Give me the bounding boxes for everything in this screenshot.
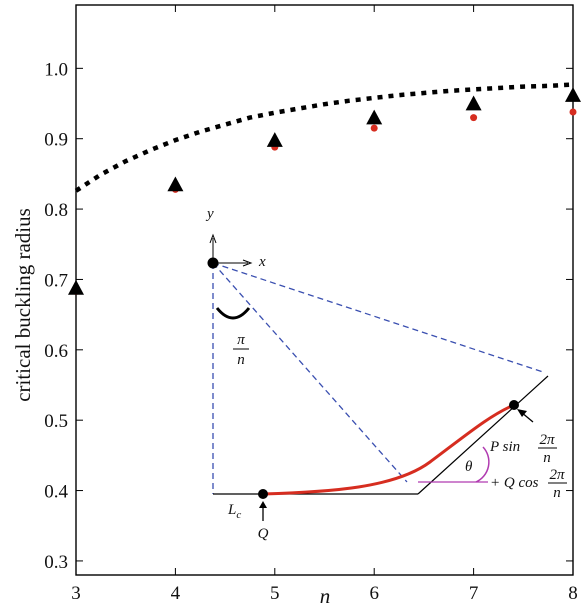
triangle-point — [465, 95, 482, 111]
red-circle-point — [569, 108, 577, 116]
y-tick-label: 0.6 — [44, 341, 68, 362]
triangle-point — [366, 109, 383, 125]
triangle-point — [167, 176, 184, 192]
theta-arc — [475, 446, 490, 483]
theta-label: θ — [465, 459, 473, 475]
q-label: Q — [258, 526, 269, 542]
triangle-point — [565, 87, 581, 102]
triangle-point — [266, 132, 283, 147]
x-tick-label: 8 — [568, 583, 578, 604]
q-frac-denominator: n — [553, 485, 561, 501]
axis-ticks — [75, 5, 574, 575]
tip-arrowhead — [517, 409, 527, 417]
inset-y-arrowhead — [209, 233, 217, 244]
curve-line — [74, 82, 574, 193]
y-tick-label: 0.8 — [44, 200, 68, 221]
p-frac-numerator: 2π — [539, 432, 555, 448]
y-tick-label: 1.0 — [44, 59, 68, 80]
inset-y-label: y — [205, 206, 214, 222]
y-tick-label: 0.3 — [44, 552, 68, 573]
q-cos-label: + Q cos — [490, 475, 539, 491]
lc-label: Lc — [227, 502, 241, 521]
x-tick-label: 7 — [469, 583, 479, 604]
y-tick-label: 0.5 — [44, 411, 68, 432]
origin-node — [207, 257, 219, 269]
x-axis-label: n — [320, 584, 331, 608]
angle-numerator: π — [237, 332, 245, 348]
inset-diagram: θ y x π n Q Lc P sin 2π n + Q cos 2π — [205, 206, 567, 542]
dashed-upper — [212, 262, 544, 373]
q-arrowhead — [259, 501, 267, 508]
tick-labels: 3 4 5 6 7 8 0.3 0.4 0.5 0.6 0.7 0.8 0.9 1.0 — [44, 59, 578, 604]
data-points — [68, 87, 581, 295]
clamp-node — [258, 489, 268, 499]
y-tick-label: 0.9 — [44, 130, 68, 151]
q-frac-numerator: 2π — [549, 467, 565, 483]
angle-arc — [215, 307, 251, 320]
inset-x-label: x — [258, 254, 266, 270]
red-circle-point — [470, 114, 478, 122]
inset-x-arrowhead — [242, 259, 253, 267]
dashed-diagonal — [212, 262, 408, 483]
dotted-curve — [74, 82, 574, 193]
x-tick-label: 6 — [369, 583, 379, 604]
y-tick-label: 0.4 — [44, 482, 68, 503]
triangle-point — [68, 279, 84, 295]
x-tick-label: 3 — [71, 583, 81, 604]
slanted-edge — [417, 375, 549, 495]
y-axis-label: critical buckling radius — [11, 208, 35, 402]
rod-curve — [262, 403, 515, 496]
y-tick-label: 0.7 — [44, 270, 68, 291]
x-tick-label: 4 — [171, 583, 181, 604]
x-tick-label: 5 — [270, 583, 280, 604]
p-frac-denominator: n — [543, 450, 551, 466]
tip-node — [509, 400, 519, 410]
angle-denominator: n — [237, 352, 245, 368]
red-circle-point — [370, 124, 378, 132]
p-sin-label: P sin — [489, 439, 520, 455]
